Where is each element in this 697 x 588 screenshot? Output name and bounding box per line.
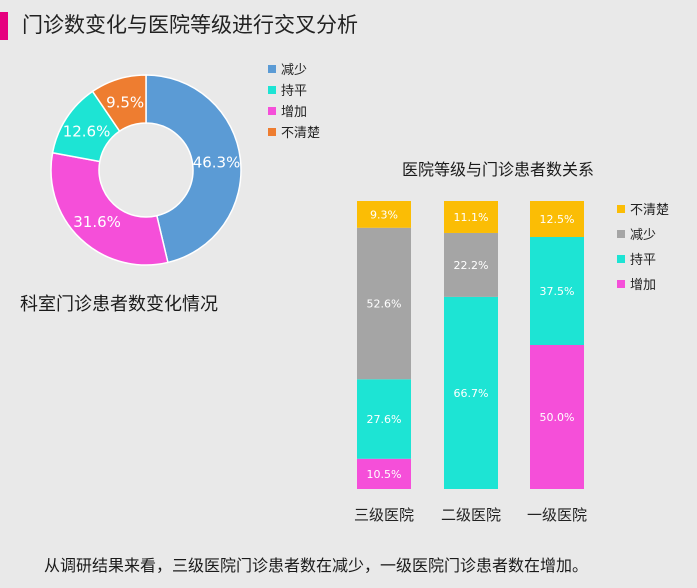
donut-slice-1 bbox=[145, 74, 242, 264]
bar-segment-1-2 bbox=[357, 379, 411, 459]
donut-slice-4 bbox=[91, 74, 147, 133]
bar-legend-label-4: 增加 bbox=[630, 278, 656, 293]
bar-segment-2-2 bbox=[444, 296, 498, 489]
conclusion-text: 从调研结果来看，三级医院门诊患者数在减少，一级医院门诊患者数在增加。 bbox=[44, 556, 589, 575]
bar-value-label-3-2: 37.5% bbox=[540, 285, 575, 298]
donut-slice-3 bbox=[50, 151, 169, 266]
donut-slice-label-1: 46.3% bbox=[193, 153, 241, 171]
bar-segment-1-4 bbox=[357, 201, 411, 228]
bar-segment-3-1 bbox=[530, 345, 584, 489]
bar-legend-swatch-4 bbox=[617, 280, 625, 288]
title-accent-bar bbox=[0, 12, 8, 40]
donut-legend-swatch-3 bbox=[268, 107, 276, 115]
bar-value-label-2-3: 22.2% bbox=[454, 259, 489, 272]
bar-legend-label-2: 减少 bbox=[630, 228, 656, 243]
bar-segment-2-4 bbox=[444, 201, 498, 233]
bar-legend-label-1: 不清楚 bbox=[630, 203, 669, 218]
donut-legend-swatch-1 bbox=[268, 65, 276, 73]
bar-segment-3-2 bbox=[530, 237, 584, 345]
bar-value-label-2-4: 11.1% bbox=[454, 211, 489, 224]
bar-value-label-3-1: 50.0% bbox=[540, 411, 575, 424]
bar-value-label-1-4: 9.3% bbox=[370, 208, 398, 221]
bar-legend-label-3: 持平 bbox=[630, 253, 656, 268]
bar-chart-title: 医院等级与门诊患者数关系 bbox=[402, 160, 595, 179]
page-title: 门诊数变化与医院等级进行交叉分析 bbox=[22, 13, 358, 37]
bar-segment-3-4 bbox=[530, 201, 584, 237]
donut-slice-label-2: 12.6% bbox=[63, 123, 111, 141]
donut-chart-title: 科室门诊患者数变化情况 bbox=[20, 294, 218, 315]
bar-value-label-2-2: 66.7% bbox=[454, 387, 489, 400]
bar-value-label-1-3: 52.6% bbox=[367, 298, 402, 311]
donut-legend-swatch-4 bbox=[268, 128, 276, 136]
donut-legend-label-2: 持平 bbox=[281, 84, 307, 99]
bar-segment-2-3 bbox=[444, 232, 498, 297]
donut-slice-label-3: 31.6% bbox=[73, 213, 121, 231]
bar-legend-swatch-1 bbox=[617, 205, 625, 213]
donut-legend-label-3: 增加 bbox=[281, 105, 307, 120]
bar-segment-1-1 bbox=[357, 458, 411, 489]
bar-legend-swatch-3 bbox=[617, 255, 625, 263]
bar-segment-1-3 bbox=[357, 227, 411, 380]
donut-legend-swatch-2 bbox=[268, 86, 276, 94]
bar-legend-swatch-2 bbox=[617, 230, 625, 238]
bar-category-label-1: 三级医院 bbox=[354, 506, 414, 524]
bar-value-label-1-1: 10.5% bbox=[367, 468, 402, 481]
donut-legend-label-4: 不清楚 bbox=[281, 126, 320, 141]
bar-category-label-3: 一级医院 bbox=[527, 506, 587, 524]
bar-value-label-3-4: 12.5% bbox=[540, 213, 575, 226]
bar-value-label-1-2: 27.6% bbox=[367, 413, 402, 426]
bar-category-label-2: 二级医院 bbox=[441, 506, 501, 524]
donut-legend-label-1: 减少 bbox=[281, 63, 307, 78]
donut-slice-label-4: 9.5% bbox=[106, 94, 144, 112]
